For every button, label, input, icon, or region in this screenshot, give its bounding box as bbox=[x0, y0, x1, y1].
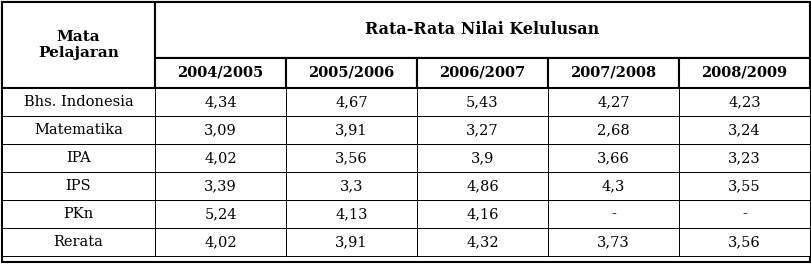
Text: 4,02: 4,02 bbox=[204, 235, 237, 249]
Bar bbox=[678, 88, 809, 116]
Text: 2,68: 2,68 bbox=[596, 123, 629, 137]
Bar bbox=[2, 172, 155, 200]
Text: 3,24: 3,24 bbox=[727, 123, 760, 137]
Bar bbox=[547, 200, 678, 228]
Text: 4,86: 4,86 bbox=[466, 179, 498, 193]
Text: 3,91: 3,91 bbox=[335, 235, 367, 249]
Text: 3,73: 3,73 bbox=[596, 235, 629, 249]
Text: -: - bbox=[741, 207, 746, 221]
Text: 3,9: 3,9 bbox=[470, 151, 494, 165]
Text: -: - bbox=[611, 207, 616, 221]
Text: 3,91: 3,91 bbox=[335, 123, 367, 137]
Text: Matematika: Matematika bbox=[34, 123, 122, 137]
Text: 4,32: 4,32 bbox=[466, 235, 498, 249]
Bar bbox=[417, 88, 547, 116]
Text: PKn: PKn bbox=[63, 207, 93, 221]
Bar bbox=[547, 228, 678, 256]
Bar bbox=[678, 58, 809, 88]
Bar bbox=[285, 116, 417, 144]
Text: 3,56: 3,56 bbox=[727, 235, 760, 249]
Text: 3,56: 3,56 bbox=[335, 151, 367, 165]
Bar bbox=[2, 88, 155, 116]
Bar bbox=[547, 58, 678, 88]
Text: 3,39: 3,39 bbox=[204, 179, 237, 193]
Text: 3,3: 3,3 bbox=[339, 179, 363, 193]
Bar bbox=[2, 116, 155, 144]
Text: 4,16: 4,16 bbox=[466, 207, 498, 221]
Bar bbox=[678, 172, 809, 200]
Bar bbox=[285, 58, 417, 88]
Bar bbox=[547, 116, 678, 144]
Bar bbox=[547, 88, 678, 116]
Text: 3,27: 3,27 bbox=[466, 123, 498, 137]
Bar bbox=[2, 144, 155, 172]
Text: 2004/2005: 2004/2005 bbox=[177, 66, 264, 80]
Text: 5,43: 5,43 bbox=[466, 95, 498, 109]
Bar bbox=[155, 172, 285, 200]
Bar bbox=[285, 88, 417, 116]
Bar bbox=[285, 228, 417, 256]
Text: 2006/2007: 2006/2007 bbox=[439, 66, 525, 80]
Text: Rata-Rata Nilai Kelulusan: Rata-Rata Nilai Kelulusan bbox=[365, 21, 599, 39]
Text: 4,3: 4,3 bbox=[601, 179, 624, 193]
Text: 3,66: 3,66 bbox=[596, 151, 629, 165]
Bar bbox=[417, 172, 547, 200]
Bar bbox=[2, 200, 155, 228]
Text: 5,24: 5,24 bbox=[204, 207, 237, 221]
Bar bbox=[285, 200, 417, 228]
Bar bbox=[155, 228, 285, 256]
Text: 2005/2006: 2005/2006 bbox=[308, 66, 394, 80]
Text: 4,34: 4,34 bbox=[204, 95, 237, 109]
Text: 3,23: 3,23 bbox=[727, 151, 760, 165]
Bar bbox=[417, 200, 547, 228]
Bar bbox=[417, 58, 547, 88]
Text: 4,27: 4,27 bbox=[597, 95, 629, 109]
Bar bbox=[678, 200, 809, 228]
Bar bbox=[285, 144, 417, 172]
Text: 3,09: 3,09 bbox=[204, 123, 237, 137]
Bar bbox=[155, 2, 809, 58]
Bar bbox=[547, 172, 678, 200]
Bar bbox=[678, 144, 809, 172]
Bar bbox=[417, 144, 547, 172]
Bar bbox=[417, 228, 547, 256]
Bar bbox=[2, 2, 155, 88]
Text: Bhs. Indonesia: Bhs. Indonesia bbox=[24, 95, 133, 109]
Bar bbox=[155, 88, 285, 116]
Bar bbox=[155, 116, 285, 144]
Text: 2007/2008: 2007/2008 bbox=[570, 66, 656, 80]
Bar bbox=[417, 116, 547, 144]
Text: 4,02: 4,02 bbox=[204, 151, 237, 165]
Text: Rerata: Rerata bbox=[54, 235, 103, 249]
Bar bbox=[155, 58, 285, 88]
Text: IPS: IPS bbox=[66, 179, 91, 193]
Bar bbox=[678, 116, 809, 144]
Bar bbox=[285, 172, 417, 200]
Text: IPA: IPA bbox=[66, 151, 91, 165]
Bar bbox=[155, 200, 285, 228]
Text: Mata
Pelajaran: Mata Pelajaran bbox=[38, 30, 118, 60]
Text: 4,67: 4,67 bbox=[335, 95, 367, 109]
Bar bbox=[678, 228, 809, 256]
Text: 4,23: 4,23 bbox=[727, 95, 760, 109]
Text: 2008/2009: 2008/2009 bbox=[701, 66, 787, 80]
Text: 3,55: 3,55 bbox=[727, 179, 760, 193]
Bar bbox=[2, 228, 155, 256]
Text: 4,13: 4,13 bbox=[335, 207, 367, 221]
Bar bbox=[547, 144, 678, 172]
Bar bbox=[155, 144, 285, 172]
